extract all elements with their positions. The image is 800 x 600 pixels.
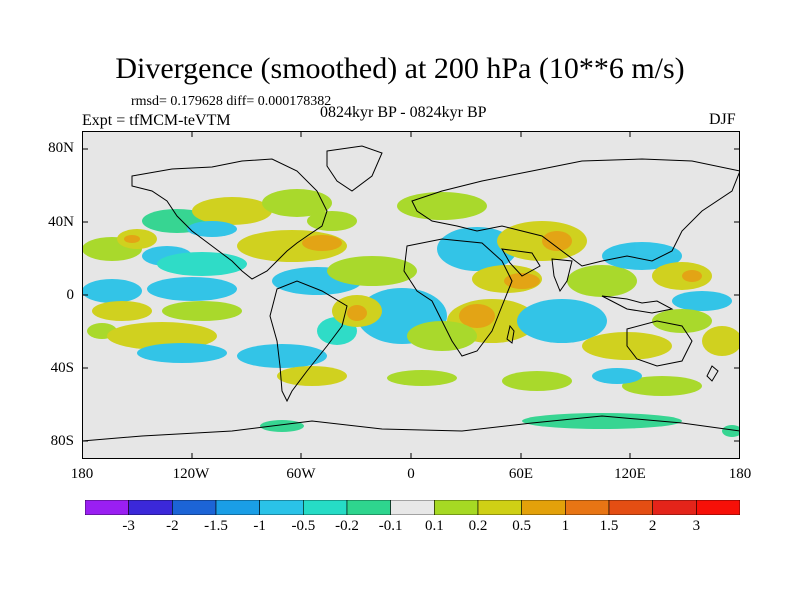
lon-label-120e: 120E [614, 466, 646, 482]
contour-blob [517, 299, 607, 343]
colorbar-swatch [303, 500, 348, 515]
colorbar-tick-label: 0.2 [468, 518, 488, 534]
stats-text: rmsd= 0.179628 diff= 0.000178382 [131, 94, 332, 109]
lon-label-60w: 60W [286, 466, 316, 482]
contour-blob [327, 256, 417, 286]
contour-blob [237, 344, 327, 368]
contour-blob [407, 321, 477, 351]
colorbar-tick-label: -2 [166, 518, 179, 534]
colorbar-tick-label: 1 [561, 518, 570, 534]
contour-blob [187, 221, 237, 237]
colorbar-swatch [85, 500, 129, 515]
lon-label-60e: 60E [508, 466, 534, 482]
colorbar-tick-label: -3 [122, 518, 135, 534]
coastline-eurasia [411, 158, 740, 267]
colorbar-tick-label: -0.2 [335, 518, 359, 534]
contour-blob [504, 273, 540, 289]
map-plot [82, 131, 740, 459]
coastline-north-america [131, 158, 328, 280]
contour-blob [567, 265, 637, 297]
colorbar-tick-label: 3 [692, 518, 701, 534]
coastline-madagascar [506, 324, 515, 344]
lat-label-80s: 80S [50, 433, 74, 449]
coastline-africa [403, 238, 513, 357]
colorbar-swatch [172, 500, 217, 515]
colorbar-tick-label: 0.5 [512, 518, 532, 534]
colorbar-swatch [565, 500, 610, 515]
colorbar-tick-label: -0.1 [378, 518, 403, 534]
contour-blob [459, 304, 495, 328]
contour-blob [277, 366, 347, 386]
colorbar-swatch [434, 500, 479, 515]
contour-blob [702, 326, 740, 356]
colorbar-tick-label: -0.5 [291, 518, 316, 534]
lat-label-40s: 40S [50, 360, 74, 376]
contour-blob [397, 192, 487, 220]
colorbar-swatch [128, 500, 173, 515]
contour-blob [137, 343, 227, 363]
contour-blob [387, 370, 457, 386]
contour-blob [192, 197, 272, 225]
colorbar-tick-label: 2 [648, 518, 657, 534]
coastline-new-zealand [706, 365, 719, 382]
axis-ticks [82, 131, 740, 459]
colorbar-tick-label: 0.1 [424, 518, 444, 534]
contour-blob [622, 376, 702, 396]
colorbar-swatch [696, 500, 740, 515]
contour-blob [302, 235, 342, 251]
contour-blob [522, 413, 682, 429]
period-label: 0824kyr BP - 0824kyr BP [320, 104, 487, 121]
colorbar-swatch [652, 500, 697, 515]
lon-label-180w: 180 [70, 466, 94, 482]
contour-blob [652, 309, 712, 333]
contour-blob [722, 425, 740, 437]
contour-blob [157, 252, 247, 276]
coastline-greenland [326, 145, 383, 192]
contour-blob [672, 291, 732, 311]
lat-label-80n: 80N [48, 140, 74, 156]
contour-blob [502, 371, 572, 391]
contour-blob [92, 301, 152, 321]
contour-blob [162, 301, 242, 321]
chart-title: Divergence (smoothed) at 200 hPa (10**6 … [115, 52, 685, 85]
coastline-australia [626, 320, 693, 367]
coastline-indonesia [601, 295, 674, 314]
colorbar-tick-label: 1.5 [599, 518, 619, 534]
colorbar-swatch [259, 500, 304, 515]
lon-label-180e: 180 [728, 466, 752, 482]
contour-blob [542, 231, 572, 251]
colorbar-swatch [608, 500, 653, 515]
contour-blob [437, 227, 517, 271]
season-label: DJF [709, 111, 736, 128]
experiment-label: Expt = tfMCM-teVTM [82, 112, 231, 129]
contour-blob [307, 211, 357, 231]
lon-label-0: 0 [407, 466, 415, 482]
contour-blob [107, 322, 217, 350]
colorbar-tick-label: -1 [253, 518, 266, 534]
contour-blob [347, 305, 367, 321]
colorbar-swatch [390, 500, 435, 515]
contour-blob [682, 270, 702, 282]
coastline-south-america [269, 280, 348, 403]
coastline-antarctica [82, 415, 740, 442]
contour-blob [147, 277, 237, 301]
contour-blob [82, 279, 142, 303]
colorbar-tick-label: -1.5 [204, 518, 228, 534]
contour-blob [592, 368, 642, 384]
lat-label-0: 0 [66, 287, 75, 303]
lat-label-40n: 40N [48, 214, 74, 230]
contour-blob [262, 189, 332, 217]
coastlines [82, 145, 740, 442]
coastline-arabia [501, 248, 541, 277]
contour-blob [124, 235, 140, 243]
contour-blob [602, 242, 682, 270]
colorbar-swatch [521, 500, 566, 515]
colorbar-swatch [346, 500, 391, 515]
colorbar [85, 500, 740, 515]
contour-blob [260, 420, 304, 432]
colorbar-swatch [477, 500, 522, 515]
lon-label-120w: 120W [172, 466, 210, 482]
colorbar-swatch [215, 500, 260, 515]
coastline-india [551, 258, 573, 293]
